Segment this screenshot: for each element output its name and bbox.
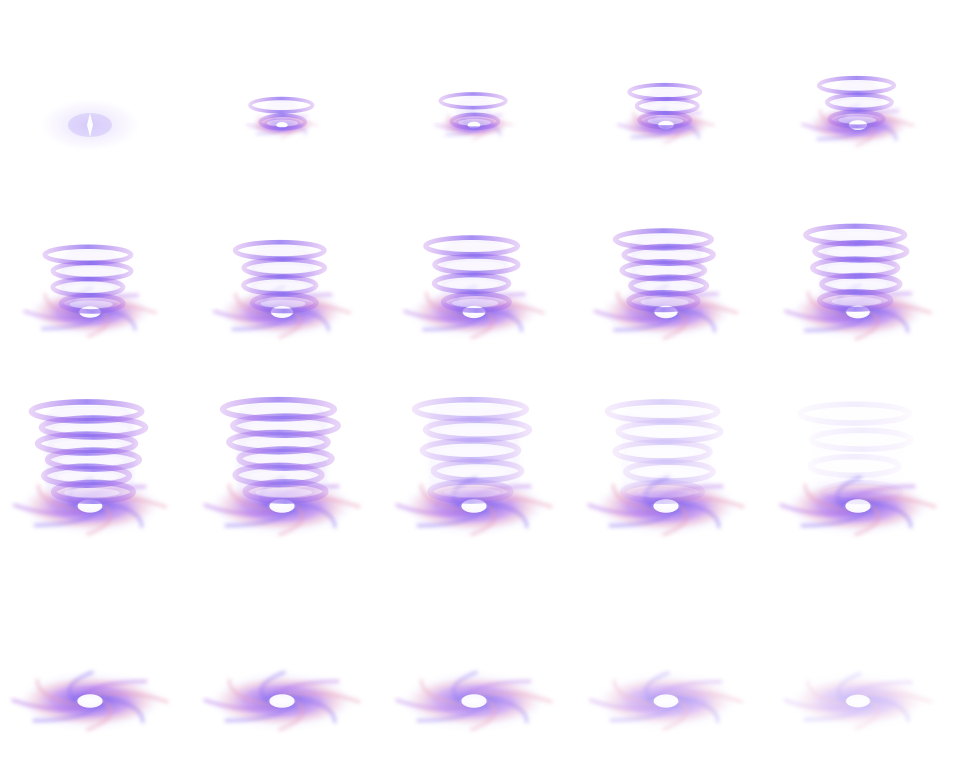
sprite-frame-10: [768, 192, 960, 384]
swirl-disk: [395, 669, 553, 733]
sprite-graphic: [212, 239, 352, 340]
sprite-graphic: [203, 396, 361, 538]
flash-glow: [40, 99, 140, 151]
sprite-graphic: [11, 669, 169, 733]
sprite-graphic: [593, 228, 739, 341]
tornado-column: [219, 396, 342, 504]
sprite-frame-2: [192, 0, 384, 192]
sprite-frame-3: [384, 0, 576, 192]
sprite-graphic: [395, 669, 553, 733]
swirl-disk: [11, 669, 169, 733]
sprite-graphic: [617, 82, 715, 145]
sprite-frame-14: [576, 384, 768, 576]
tornado-column: [28, 399, 149, 505]
tornado-column: [604, 399, 724, 505]
sprite-graphic: [203, 669, 361, 733]
sprite-frame-6: [0, 192, 192, 384]
tornado-column: [423, 235, 521, 313]
sprite-graphic: [13, 399, 167, 537]
sprite-graphic: [434, 92, 514, 141]
sprite-frame-4: [576, 0, 768, 192]
sprite-graphic: [801, 75, 915, 148]
tornado-column: [627, 82, 703, 130]
sprite-graphic: [587, 399, 745, 538]
tornado-column: [612, 228, 716, 313]
sprite-frame-12: [192, 384, 384, 576]
sprite-frame-13: [384, 384, 576, 576]
swirl-disk: [783, 671, 933, 731]
sprite-frame-11: [0, 384, 192, 576]
tornado-column: [816, 75, 897, 129]
sprite-frame-5: [768, 0, 960, 192]
tornado-column: [803, 223, 910, 312]
sprite-graphic: [395, 396, 553, 538]
swirl-disk: [589, 670, 743, 732]
sprite-graphic: [589, 670, 743, 732]
sprite-frame-15: [768, 384, 960, 576]
sprite-frame-9: [576, 192, 768, 384]
sprite-frame-8: [384, 192, 576, 384]
sprite-graphic: [784, 223, 932, 342]
tornado-column: [411, 396, 533, 504]
sprite-graphic: [40, 99, 140, 151]
tornado-column: [42, 244, 134, 314]
sprite-frame-16: [0, 576, 192, 768]
tornado-column: [438, 92, 508, 131]
sprite-frame-19: [576, 576, 768, 768]
tornado-column: [797, 401, 914, 505]
sprite-graphic: [246, 96, 318, 140]
sprite-frame-7: [192, 192, 384, 384]
sprite-frame-20: [768, 576, 960, 768]
sprite-frame-17: [192, 576, 384, 768]
tornado-column: [232, 239, 328, 314]
swirl-disk: [203, 669, 361, 733]
sprite-frame-18: [384, 576, 576, 768]
sprite-graphic: [403, 235, 545, 341]
tornado-column: [248, 96, 315, 131]
sprite-graphic: [779, 401, 937, 538]
sprite-frame-1: [0, 0, 192, 192]
sprite-graphic: [23, 244, 157, 339]
sprite-graphic: [783, 671, 933, 731]
